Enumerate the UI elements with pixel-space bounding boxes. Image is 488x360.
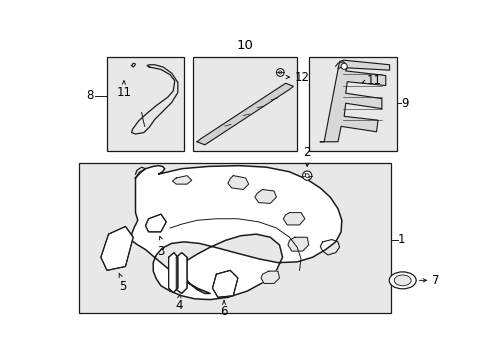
Text: 1: 1 — [397, 233, 405, 246]
Polygon shape — [168, 253, 178, 293]
Bar — [79, 163, 390, 313]
Polygon shape — [212, 270, 238, 297]
Ellipse shape — [388, 272, 415, 289]
Polygon shape — [101, 226, 133, 270]
Text: 3: 3 — [157, 245, 164, 258]
Circle shape — [305, 174, 308, 177]
Text: 4: 4 — [175, 299, 183, 312]
Polygon shape — [172, 176, 191, 184]
Polygon shape — [197, 83, 293, 145]
Polygon shape — [283, 213, 305, 225]
Text: 10: 10 — [236, 40, 253, 53]
Polygon shape — [320, 60, 389, 142]
Circle shape — [302, 171, 311, 180]
Text: 9: 9 — [400, 97, 408, 110]
Ellipse shape — [393, 275, 410, 286]
Text: 5: 5 — [119, 280, 126, 293]
Bar — [193, 57, 297, 151]
Polygon shape — [227, 176, 248, 189]
Text: 7: 7 — [431, 274, 439, 287]
Text: 8: 8 — [85, 89, 93, 102]
Polygon shape — [287, 237, 308, 251]
Polygon shape — [261, 271, 279, 283]
Text: 6: 6 — [220, 305, 227, 318]
Polygon shape — [254, 189, 276, 203]
Bar — [308, 57, 396, 151]
Text: 11: 11 — [366, 74, 381, 87]
Polygon shape — [176, 253, 187, 293]
Polygon shape — [131, 166, 341, 300]
Circle shape — [341, 63, 346, 69]
Circle shape — [278, 71, 281, 74]
Text: 2: 2 — [303, 146, 310, 159]
Polygon shape — [145, 214, 166, 232]
Text: 11: 11 — [116, 86, 131, 99]
Bar — [107, 57, 183, 151]
Circle shape — [276, 69, 284, 76]
Text: 12: 12 — [294, 71, 309, 84]
